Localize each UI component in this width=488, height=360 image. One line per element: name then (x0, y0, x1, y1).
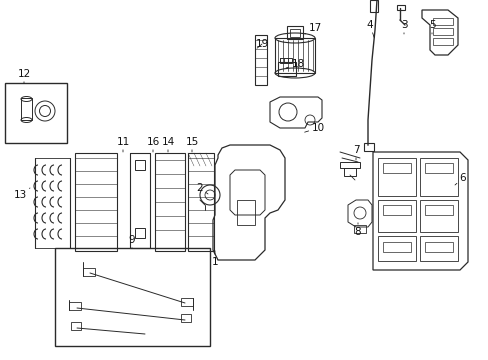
Text: 10: 10 (304, 123, 324, 133)
Bar (237, 200, 254, 225)
Text: 7: 7 (352, 145, 359, 160)
Bar (377, 236, 415, 261)
Text: 1: 1 (211, 251, 218, 267)
Bar (424, 205, 452, 215)
Text: 5: 5 (428, 20, 434, 34)
Bar (363, 143, 373, 151)
Text: 9: 9 (128, 235, 135, 248)
Text: 8: 8 (354, 223, 361, 237)
Text: 3: 3 (400, 20, 407, 34)
Bar (382, 163, 410, 173)
Text: 4: 4 (366, 20, 373, 37)
Bar (278, 62, 295, 76)
Bar (289, 29, 299, 37)
Bar (432, 18, 452, 25)
Text: 11: 11 (116, 137, 129, 152)
Bar (353, 225, 365, 233)
Bar (432, 38, 452, 45)
Bar (55, 248, 209, 346)
Bar (419, 158, 457, 196)
Text: 2: 2 (196, 183, 207, 194)
Bar (21, 98, 32, 120)
Bar (135, 160, 145, 170)
Bar (75, 153, 117, 251)
Text: 19: 19 (255, 39, 268, 49)
Text: 13: 13 (13, 188, 30, 200)
Bar (339, 162, 359, 168)
Bar (382, 205, 410, 215)
Text: 18: 18 (285, 59, 304, 69)
Bar (83, 268, 95, 276)
Bar (377, 200, 415, 232)
Bar (382, 242, 410, 252)
Text: 12: 12 (18, 69, 31, 83)
Bar (274, 38, 314, 73)
Text: 16: 16 (146, 137, 159, 152)
Bar (71, 322, 81, 330)
Bar (286, 26, 303, 39)
Bar (424, 163, 452, 173)
Bar (5, 83, 67, 143)
Bar (254, 35, 266, 85)
Bar (432, 28, 452, 35)
Bar (396, 5, 404, 10)
Bar (280, 58, 291, 63)
Bar (155, 153, 184, 251)
Bar (181, 298, 193, 306)
Bar (369, 0, 377, 12)
Text: 6: 6 (454, 173, 466, 185)
Bar (181, 314, 191, 322)
Text: 14: 14 (161, 137, 174, 152)
Bar (187, 153, 214, 251)
Text: 17: 17 (305, 23, 321, 34)
Bar (424, 242, 452, 252)
Text: 15: 15 (185, 137, 198, 152)
Bar (343, 168, 355, 176)
Bar (377, 158, 415, 196)
Bar (419, 236, 457, 261)
Bar (135, 228, 145, 238)
Bar (69, 302, 81, 310)
Bar (419, 200, 457, 232)
